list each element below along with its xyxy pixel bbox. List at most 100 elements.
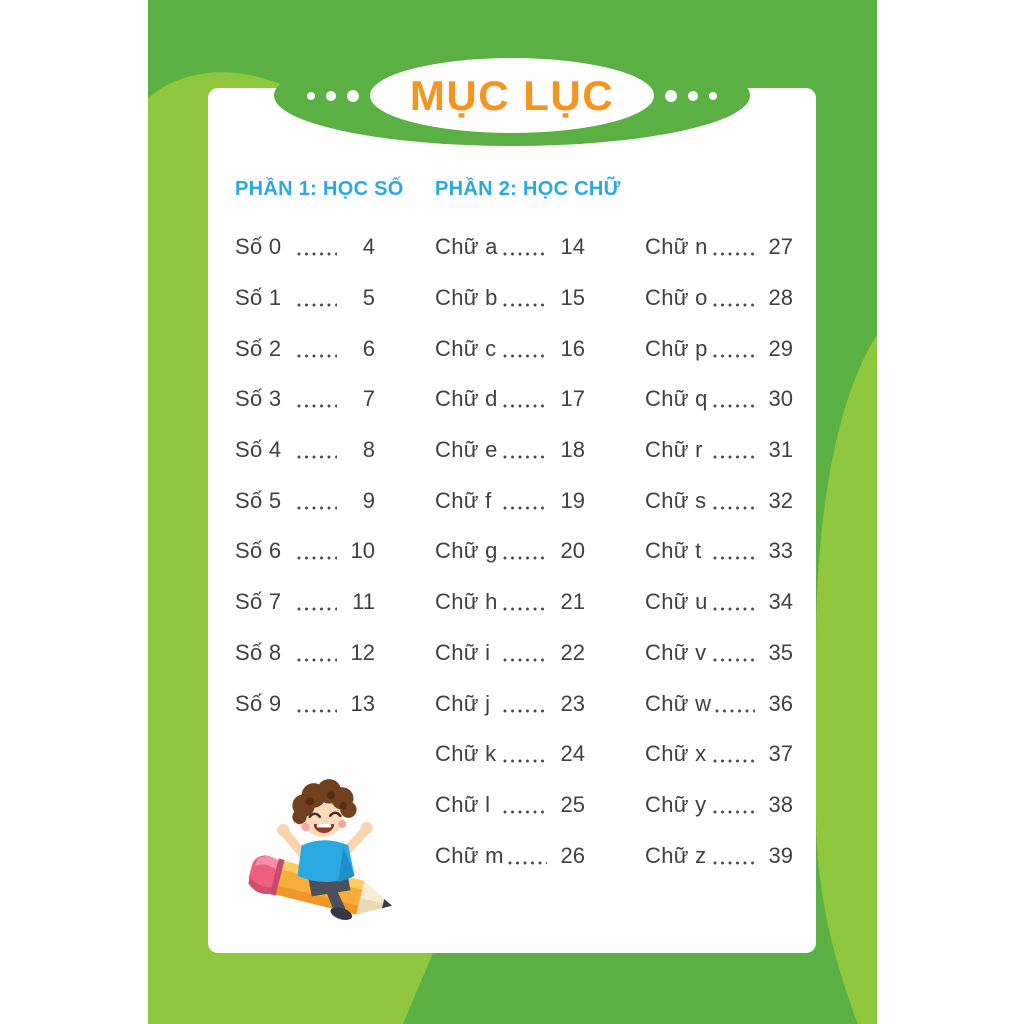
toc-column-letters-n-z: Chữ n 27 Chữ o 28 Chữ p 29 Chữ q xyxy=(645,222,793,881)
toc-entry-page: 23 xyxy=(560,690,585,716)
toc-entry-page: 37 xyxy=(768,741,793,767)
toc-entry-page: 27 xyxy=(768,234,793,260)
decorative-dot-icon xyxy=(665,89,677,102)
decorative-dot-icon xyxy=(326,90,336,101)
toc-entry: Chữ s 32 xyxy=(645,475,793,526)
toc-entry-page: 25 xyxy=(560,791,585,817)
section-header-part1: PHẦN 1: HỌC SỐ xyxy=(235,178,404,200)
toc-entry-label: Chữ b xyxy=(435,285,498,311)
toc-entry-page: 20 xyxy=(560,538,585,564)
toc-entry-label: Chữ n xyxy=(645,234,708,260)
toc-entry: Chữ d 17 xyxy=(435,374,585,425)
toc-entry-page: 28 xyxy=(768,285,793,311)
toc-entry-label: Số 2 xyxy=(235,335,282,361)
toc-entry: Chữ y 38 xyxy=(645,780,793,831)
toc-entry-label: Chữ q xyxy=(645,386,708,412)
toc-entry: Số 7 11 xyxy=(235,577,375,628)
toc-entry-page: 38 xyxy=(768,791,793,817)
leader-dots xyxy=(503,657,547,662)
leader-dots xyxy=(297,303,337,308)
toc-entry-label: Số 3 xyxy=(235,386,282,412)
toc-entry-label: Chữ k xyxy=(435,741,497,767)
toc-entry-page: 30 xyxy=(768,386,793,412)
toc-entry-page: 9 xyxy=(362,487,375,513)
toc-entry-page: 36 xyxy=(768,690,793,716)
toc-entry: Số 5 9 xyxy=(235,475,375,526)
leader-dots xyxy=(503,759,547,764)
toc-entry-label: Số 0 xyxy=(235,234,282,260)
toc-entry-page: 33 xyxy=(768,538,793,564)
toc-entry-label: Chữ g xyxy=(435,538,498,564)
toc-entry-page: 10 xyxy=(350,538,375,564)
toc-entry: Chữ b 15 xyxy=(435,273,585,324)
toc-entry-label: Chữ v xyxy=(645,639,707,665)
leader-dots xyxy=(713,455,755,460)
toc-entry-page: 15 xyxy=(560,285,585,311)
leader-dots xyxy=(713,252,755,257)
toc-entry-label: Số 8 xyxy=(235,639,282,665)
leader-dots xyxy=(713,303,755,308)
toc-entry-label: Chữ o xyxy=(645,285,708,311)
toc-entry-label: Chữ j xyxy=(435,690,491,716)
toc-entry-page: 34 xyxy=(768,589,793,615)
toc-entry-page: 24 xyxy=(560,741,585,767)
toc-entry-label: Chữ r xyxy=(645,437,703,463)
toc-entry-label: Chữ i xyxy=(435,639,491,665)
leader-dots xyxy=(713,556,755,561)
leader-dots xyxy=(503,607,547,612)
toc-entry: Chữ i 22 xyxy=(435,628,585,679)
leader-dots xyxy=(503,556,547,561)
leader-dots xyxy=(503,252,547,257)
leader-dots xyxy=(503,353,547,358)
decorative-dot-icon xyxy=(307,91,315,100)
toc-entry-page: 26 xyxy=(560,842,585,868)
toc-entry-label: Chữ t xyxy=(645,538,702,564)
toc-entry-label: Chữ y xyxy=(645,791,707,817)
toc-entry: Chữ v 35 xyxy=(645,628,793,679)
leader-dots xyxy=(503,404,547,409)
toc-entry-label: Chữ l xyxy=(435,791,491,817)
title-oval: MỤC LỤC xyxy=(370,58,654,133)
toc-entry-label: Chữ s xyxy=(645,487,707,513)
leader-dots xyxy=(297,556,337,561)
toc-entry-page: 29 xyxy=(768,335,793,361)
toc-entry-label: Chữ c xyxy=(435,335,497,361)
leader-dots xyxy=(713,860,755,865)
toc-entry-page: 5 xyxy=(362,285,375,311)
toc-entry-page: 35 xyxy=(768,639,793,665)
toc-entry-page: 8 xyxy=(362,437,375,463)
toc-entry-page: 39 xyxy=(768,842,793,868)
toc-entry-page: 17 xyxy=(560,386,585,412)
toc-column-letters-a-m: Chữ a 14 Chữ b 15 Chữ c 16 Chữ d xyxy=(435,222,585,881)
title-banner: MỤC LỤC xyxy=(274,45,750,146)
toc-entry-label: Chữ x xyxy=(645,741,707,767)
toc-entry-label: Chữ m xyxy=(435,842,504,868)
leader-dots xyxy=(297,455,337,460)
toc-entry-label: Số 5 xyxy=(235,487,282,513)
decorative-dot-icon xyxy=(709,91,717,100)
toc-card: PHẦN 1: HỌC SỐ PHẦN 2: HỌC CHỮ Số 0 4 Số… xyxy=(208,88,816,953)
toc-entry-label: Số 1 xyxy=(235,285,282,311)
toc-entry: Số 1 5 xyxy=(235,273,375,324)
toc-entry-page: 16 xyxy=(560,335,585,361)
toc-entry: Chữ p 29 xyxy=(645,323,793,374)
toc-entry-page: 21 xyxy=(560,589,585,615)
toc-entry-page: 31 xyxy=(768,437,793,463)
toc-entry: Chữ u 34 xyxy=(645,577,793,628)
toc-entry: Chữ r 31 xyxy=(645,425,793,476)
leader-dots xyxy=(503,303,547,308)
toc-entry: Chữ g 20 xyxy=(435,526,585,577)
decorative-dot-icon xyxy=(347,89,359,102)
leader-dots xyxy=(503,505,547,510)
toc-entry: Chữ k 24 xyxy=(435,729,585,780)
toc-entry-label: Chữ u xyxy=(645,589,708,615)
toc-entry: Chữ t 33 xyxy=(645,526,793,577)
toc-entry: Chữ c 16 xyxy=(435,323,585,374)
toc-entry: Chữ m 26 xyxy=(435,830,585,881)
toc-entry: Chữ q 30 xyxy=(645,374,793,425)
toc-entry-label: Chữ a xyxy=(435,234,498,260)
toc-entry: Chữ x 37 xyxy=(645,729,793,780)
toc-entry-page: 6 xyxy=(362,335,375,361)
leader-dots xyxy=(297,505,337,510)
toc-entry: Số 2 6 xyxy=(235,323,375,374)
